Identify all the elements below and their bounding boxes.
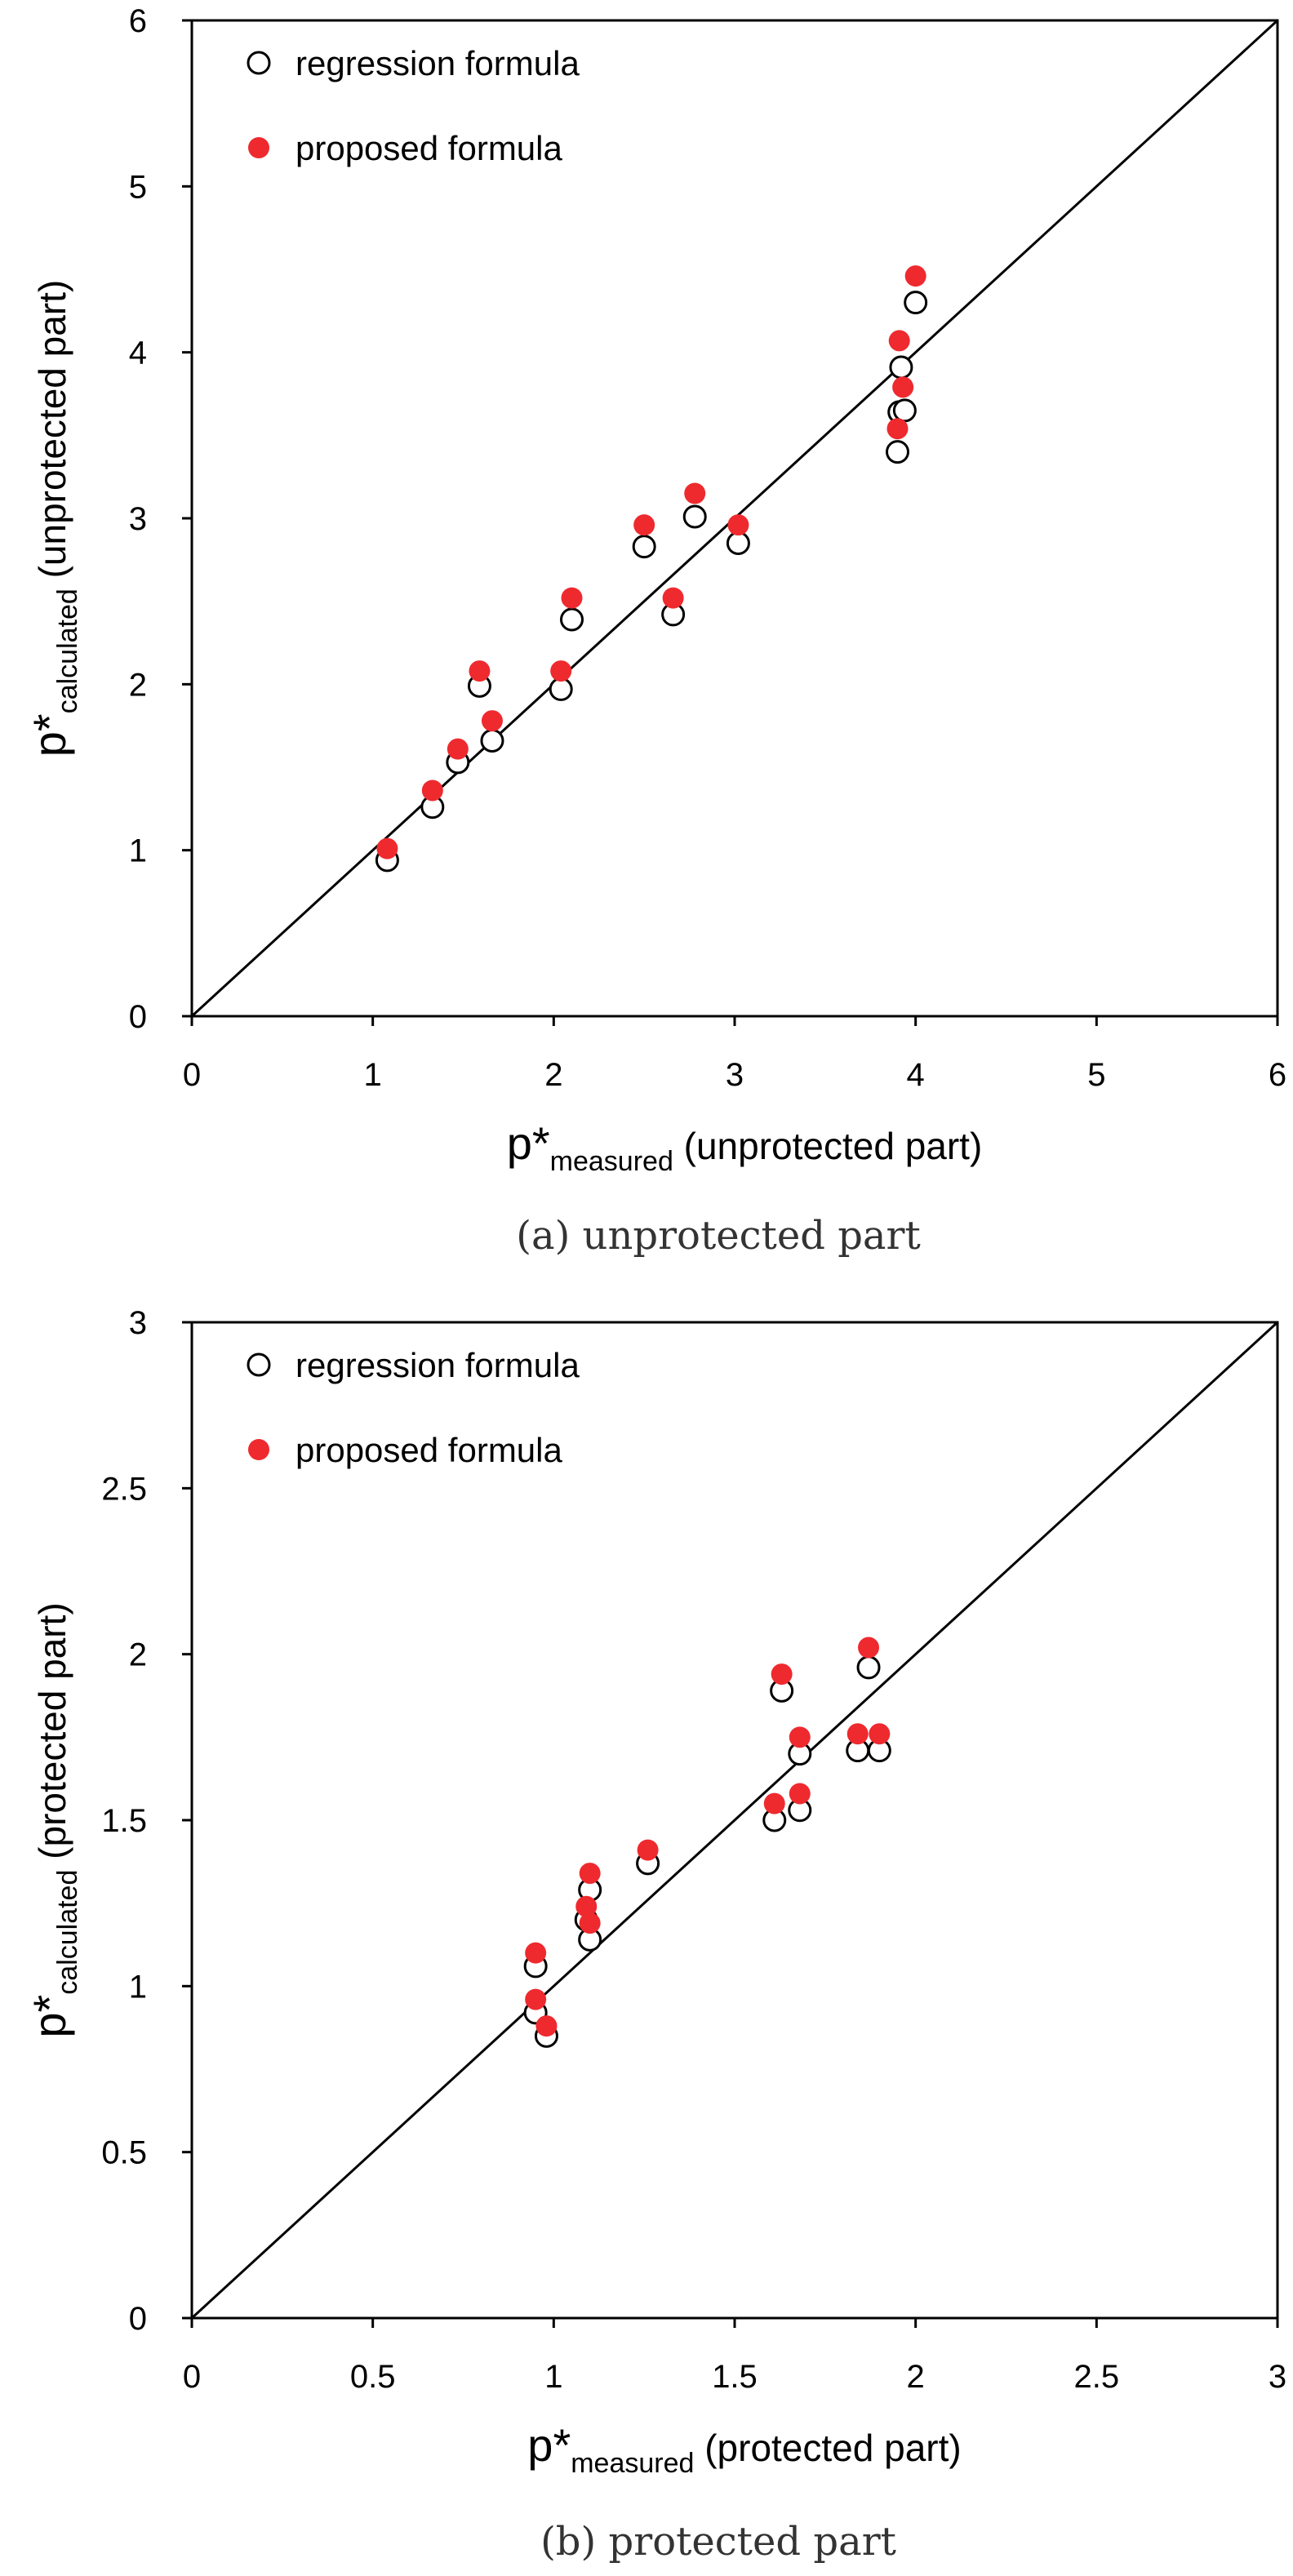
chart-a-point-proposed-formula (892, 376, 914, 398)
chart-a-point-proposed-formula (662, 587, 684, 609)
chart-b-point-proposed-formula (579, 1863, 601, 1885)
chart-b-y-axis-label-main: p* (24, 1995, 75, 2038)
chart-a-y-tick-label: 2 (129, 667, 147, 703)
chart-b-reference-line (190, 1321, 1279, 2320)
chart-b-point-proposed-formula (575, 1895, 598, 1917)
chart-b-x-axis-label: p*measured (protected part) (527, 2419, 961, 2479)
chart-a-point-proposed-formula (886, 418, 909, 440)
chart-a-x-tick-label: 2 (544, 1057, 562, 1093)
chart-a-point-proposed-formula (550, 660, 572, 682)
chart-a-x-tick-label: 1 (364, 1057, 382, 1093)
chart-a-x-axis-label-rest: (unprotected part) (673, 1125, 982, 1167)
chart-b-point-proposed-formula (535, 2015, 558, 2037)
chart-a-legend-label: regression formula (295, 44, 580, 82)
chart-b-legend-label: proposed formula (295, 1431, 562, 1469)
chart-a-point-proposed-formula (481, 710, 503, 732)
chart-b-x-axis-label-main: p* (527, 2419, 571, 2471)
chart-a-x-tick-label: 0 (183, 1057, 201, 1093)
chart-b-legend-label: regression formula (295, 1346, 580, 1384)
chart-a-y-axis-label-sub: calculated (52, 588, 83, 713)
chart-a-point-proposed-formula (633, 514, 655, 536)
chart-a-point-proposed-formula (447, 738, 469, 760)
chart-b-y-tick-label: 1.5 (101, 1803, 147, 1839)
chart-b-y-tick-label: 0 (129, 2301, 147, 2337)
chart-a-point-regression-formula (549, 677, 573, 701)
chart-a-point-regression-formula (560, 607, 584, 632)
chart-a-x-tick-label: 3 (726, 1057, 744, 1093)
chart-a-point-regression-formula (886, 440, 909, 464)
chart-a-point-regression-formula (892, 398, 917, 423)
chart-a-point-proposed-formula (888, 330, 910, 352)
chart-b-point-proposed-formula (869, 1723, 891, 1745)
chart-b-x-tick-label: 3 (1269, 2359, 1286, 2395)
chart-b-point-proposed-formula (771, 1663, 793, 1686)
chart-a-legend-marker (247, 51, 271, 75)
chart-a-caption: (a) unprotected part (516, 1213, 921, 1259)
chart-a-point-regression-formula (889, 355, 913, 380)
chart-b-legend-marker (248, 1439, 269, 1460)
chart-a-point-regression-formula (904, 291, 928, 315)
chart-b-point-proposed-formula (763, 1792, 785, 1814)
chart-b-point-proposed-formula (846, 1723, 869, 1745)
chart-a-y-tick-label: 6 (129, 3, 147, 39)
chart-b-y-tick-label: 2.5 (101, 1471, 147, 1507)
chart-b-point-proposed-formula (789, 1726, 811, 1748)
chart-a-y-tick-label: 4 (129, 335, 147, 371)
chart-a-point-regression-formula (726, 531, 750, 555)
chart-a-y-axis-label-rest: (unprotected part) (31, 280, 73, 588)
chart-b-y-tick-label: 2 (129, 1637, 147, 1673)
chart-a-y-axis-label-main: p* (24, 713, 75, 757)
chart-a-y-tick-label: 1 (129, 833, 147, 869)
chart-a-point-proposed-formula (684, 482, 706, 504)
chart-b-y-axis-label-sub: calculated (52, 1870, 83, 1995)
chart-b-x-axis-label-sub: measured (571, 2448, 694, 2479)
chart-a-x-axis-label-main: p* (507, 1117, 550, 1169)
chart-b-point-proposed-formula (858, 1637, 880, 1659)
chart-b-x-axis-label-rest: (protected part) (694, 2427, 961, 2469)
chart-a-x-axis-label: p*measured (unprotected part) (507, 1117, 983, 1177)
chart-a-x-tick-label: 4 (907, 1057, 925, 1093)
chart-b-point-proposed-formula (579, 1912, 601, 1934)
chart-b-y-tick-label: 3 (129, 1305, 147, 1341)
chart-a-point-proposed-formula (561, 587, 583, 609)
chart-b-y-tick-label: 1 (129, 1969, 147, 2005)
chart-a-point-regression-formula (632, 535, 656, 559)
chart-b-point-regression-formula (856, 1655, 881, 1680)
chart-b-y-axis-label-rest: (protected part) (31, 1602, 73, 1869)
chart-a-point-proposed-formula (469, 660, 491, 682)
chart-b-x-tick-label: 2.5 (1074, 2359, 1120, 2395)
chart-a-point-regression-formula (682, 504, 707, 529)
chart-a-y-axis-label: p*calculated (unprotected part) (24, 280, 83, 757)
chart-b-point-proposed-formula (525, 1988, 547, 2010)
chart-a-y-tick-label: 3 (129, 501, 147, 537)
chart-b-x-tick-label: 0.5 (350, 2359, 396, 2395)
chart-a: 0 1 2 3 4 5 6 0 1 2 3 4 5 6 regression formula proposed… (24, 3, 1286, 1259)
chart-a-point-proposed-formula (421, 779, 443, 802)
chart-a-point-proposed-formula (727, 514, 749, 536)
chart-b-x-tick-label: 0 (183, 2359, 201, 2395)
chart-a-y-tick-label: 0 (129, 999, 147, 1035)
chart-b-caption: (b) protected part (540, 2519, 896, 2565)
chart-b-point-proposed-formula (525, 1942, 547, 1964)
chart-a-legend-label: proposed formula (295, 129, 562, 167)
chart-a-legend-marker (248, 137, 269, 158)
chart-a-y-tick-label: 5 (129, 169, 147, 205)
chart-a-point-proposed-formula (904, 265, 926, 287)
chart-b-y-tick-label: 0.5 (101, 2135, 147, 2171)
chart-b-x-tick-label: 2 (907, 2359, 925, 2395)
chart-b-point-proposed-formula (637, 1839, 659, 1861)
chart-b: 0 0.5 1 1.5 2 2.5 3 0 0.5 1 1.5 2 2.5 3 regression for… (24, 1305, 1286, 2565)
chart-a-x-tick-label: 5 (1087, 1057, 1105, 1093)
chart-a-point-regression-formula (480, 728, 504, 753)
chart-b-legend-marker (247, 1352, 271, 1377)
chart-b-point-proposed-formula (789, 1783, 811, 1805)
chart-a-x-axis-label-sub: measured (550, 1146, 673, 1177)
chart-b-x-tick-label: 1 (544, 2359, 562, 2395)
chart-b-x-tick-label: 1.5 (712, 2359, 758, 2395)
chart-a-x-tick-label: 6 (1269, 1057, 1286, 1093)
chart-b-y-axis-label: p*calculated (protected part) (24, 1602, 83, 2037)
chart-a-point-proposed-formula (376, 837, 398, 859)
